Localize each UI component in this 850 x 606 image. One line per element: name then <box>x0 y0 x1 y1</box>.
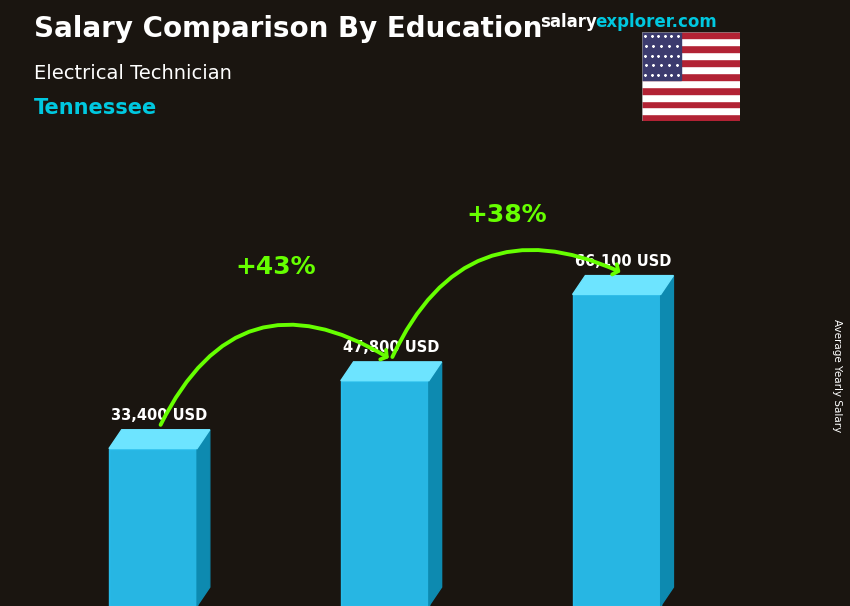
Bar <box>642 101 740 107</box>
Polygon shape <box>573 276 673 295</box>
Bar <box>642 45 740 52</box>
Polygon shape <box>341 381 429 606</box>
Bar <box>642 80 740 87</box>
Text: 66,100 USD: 66,100 USD <box>575 253 672 268</box>
Bar <box>642 38 740 45</box>
Bar <box>642 32 740 38</box>
Text: Salary Comparison By Education: Salary Comparison By Education <box>34 15 542 43</box>
Polygon shape <box>660 276 673 606</box>
Polygon shape <box>573 295 660 606</box>
Polygon shape <box>429 362 442 606</box>
Text: 33,400 USD: 33,400 USD <box>111 408 207 422</box>
Text: salary: salary <box>540 13 597 32</box>
Bar <box>642 115 740 121</box>
Text: Tennessee: Tennessee <box>34 98 157 118</box>
Polygon shape <box>341 362 442 381</box>
Polygon shape <box>197 430 210 606</box>
Bar <box>642 52 740 59</box>
Text: +43%: +43% <box>235 255 315 279</box>
Text: 47,800 USD: 47,800 USD <box>343 340 439 355</box>
Text: Electrical Technician: Electrical Technician <box>34 64 232 82</box>
Text: explorer.com: explorer.com <box>595 13 717 32</box>
Bar <box>642 107 740 115</box>
Polygon shape <box>109 448 197 606</box>
Polygon shape <box>109 430 210 448</box>
Text: +38%: +38% <box>467 203 547 227</box>
Bar <box>642 87 740 93</box>
Bar <box>642 59 740 66</box>
Text: Average Yearly Salary: Average Yearly Salary <box>832 319 842 432</box>
Bar <box>642 93 740 101</box>
Bar <box>642 66 740 73</box>
Bar <box>642 73 740 80</box>
Bar <box>642 32 681 80</box>
